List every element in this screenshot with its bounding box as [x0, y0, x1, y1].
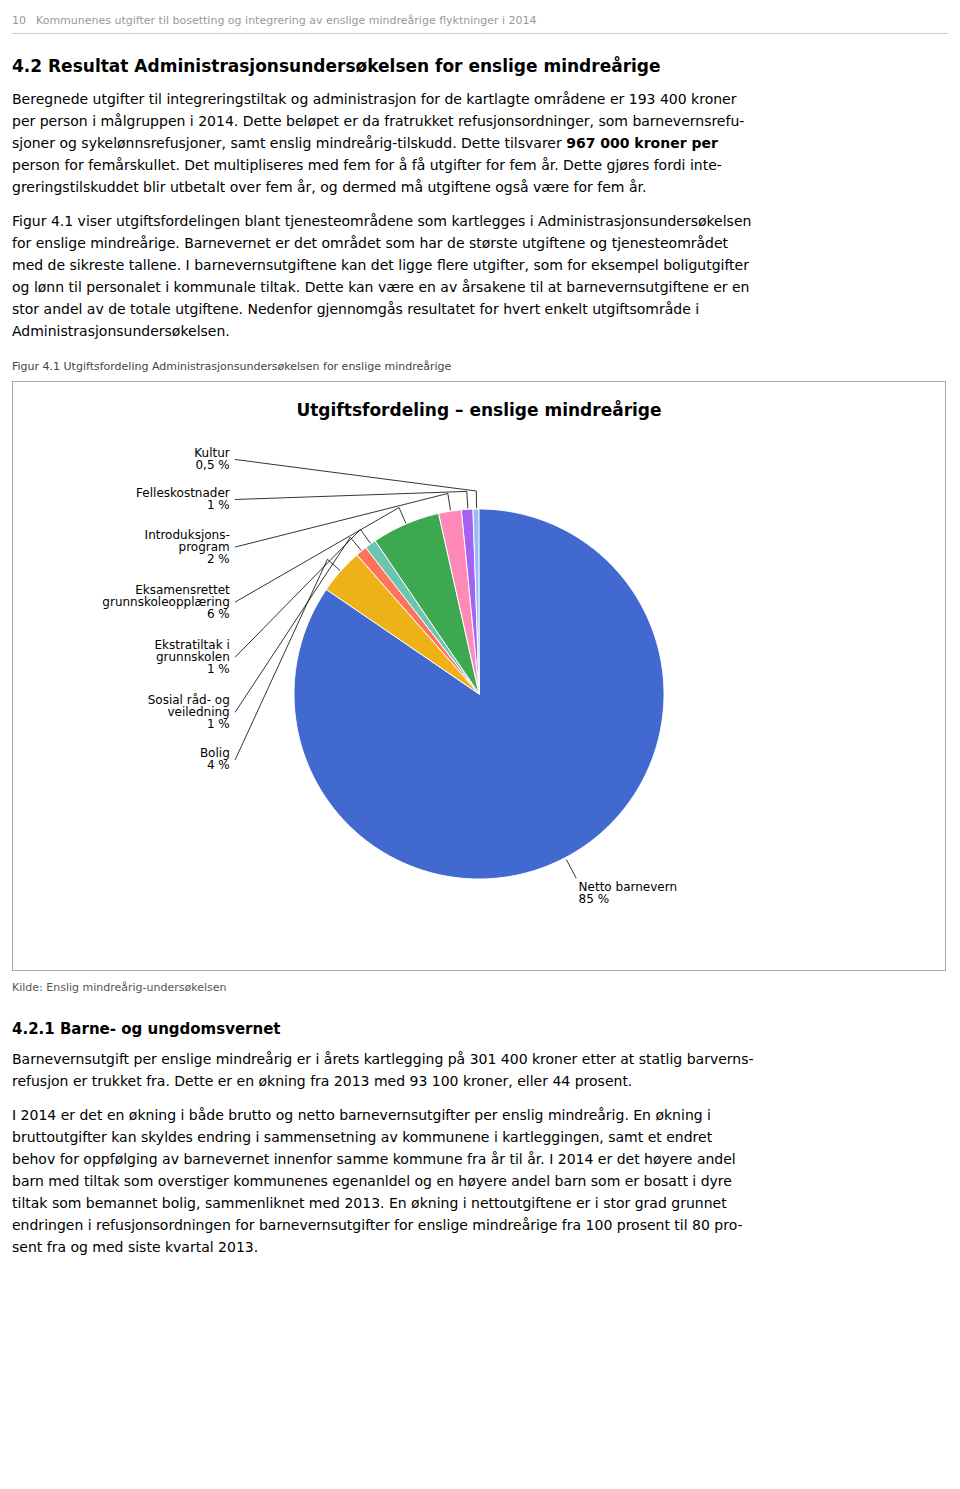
- html-text:4.2 Resultat Administrasjonsun: 4.2 Resultat Administrasjonsundersøkelse…: [12, 56, 661, 76]
- svg-text:Bolig4 %: Bolig4 %: [200, 746, 230, 772]
- html-text:per person i målgruppen i 2014: per person i målgruppen i 2014. Dette be…: [12, 113, 745, 129]
- html-text:med de sikreste tallene. I bar: med de sikreste tallene. I barnevernsutg…: [12, 257, 749, 273]
- svg-text:Felleskostnader1 %: Felleskostnader1 %: [136, 486, 230, 512]
- html-text:Kommunenes utgifter til bosett: Kommunenes utgifter til bosetting og int…: [36, 14, 537, 27]
- svg-text:Sosial råd- ogveiledning1 %: Sosial råd- ogveiledning1 %: [148, 693, 230, 731]
- svg-text:Introduksjons-program2 %: Introduksjons-program2 %: [145, 528, 230, 566]
- html-text:Administrasjonsundersøkelsen.: Administrasjonsundersøkelsen.: [12, 323, 230, 339]
- svg-text:Ekstratiltak igrunnskolen1 %: Ekstratiltak igrunnskolen1 %: [154, 638, 229, 676]
- html-text:Beregnede utgifter til integre: Beregnede utgifter til integreringstilta…: [12, 91, 737, 107]
- html-text:for enslige mindreårige. Barne: for enslige mindreårige. Barnevernet er …: [12, 235, 729, 251]
- html-text:sjoner og sykelønnsrefusjoner,: sjoner og sykelønnsrefusjoner, samt ensl…: [12, 135, 718, 151]
- html-text:Utgiftsfordeling – enslige min: Utgiftsfordeling – enslige mindreårige: [296, 400, 662, 420]
- html-text:Figur 4.1 viser utgiftsfordeli: Figur 4.1 viser utgiftsfordelingen blant…: [12, 213, 752, 229]
- html-text:refusjon er trukket fra. Dette: refusjon er trukket fra. Dette er en økn…: [12, 1073, 633, 1089]
- html-text:behov for oppfølging av barnev: behov for oppfølging av barnevernet inne…: [12, 1151, 736, 1167]
- html-text:10: 10: [12, 14, 26, 27]
- svg-text:Kultur0,5 %: Kultur0,5 %: [194, 446, 230, 472]
- html-text:Figur 4.1 Utgiftsfordeling Adm: Figur 4.1 Utgiftsfordeling Administrasjo…: [12, 360, 452, 373]
- html-text:Barnevernsutgift per enslige m: Barnevernsutgift per enslige mindreårig …: [12, 1051, 754, 1067]
- html-text:bruttoutgifter kan skyldes end: bruttoutgifter kan skyldes endring i sam…: [12, 1129, 713, 1145]
- svg-text:Eksamensrettetgrunnskoleopplær: Eksamensrettetgrunnskoleopplæring6 %: [102, 583, 230, 621]
- html-text:sent fra og med siste kvartal: sent fra og med siste kvartal 2013.: [12, 1239, 259, 1255]
- html-text:barn med tiltak som overstiger: barn med tiltak som overstiger kommunene…: [12, 1173, 732, 1189]
- html-text:Kilde: Enslig mindreårig-under: Kilde: Enslig mindreårig-undersøkelsen: [12, 981, 227, 994]
- html-text:endringen i refusjonsordningen: endringen i refusjonsordningen for barne…: [12, 1217, 743, 1233]
- html-text:og lønn til personalet i kommu: og lønn til personalet i kommunale tilta…: [12, 279, 750, 295]
- html-text:tiltak som bemannet bolig, sam: tiltak som bemannet bolig, sammenliknet …: [12, 1195, 727, 1211]
- html-text:person for femårskullet. Det m: person for femårskullet. Det multipliser…: [12, 157, 722, 173]
- html-text:greringstilskuddet blir utbeta: greringstilskuddet blir utbetalt over fe…: [12, 179, 647, 195]
- html-text:I 2014 er det en økning i både: I 2014 er det en økning i både brutto og…: [12, 1107, 711, 1123]
- html-text:4.2.1 Barne- og ungdomsvernet: 4.2.1 Barne- og ungdomsvernet: [12, 1020, 281, 1038]
- html-text:stor andel av de totale utgift: stor andel av de totale utgiftene. Neden…: [12, 301, 700, 317]
- svg-text:Netto barnevern85 %: Netto barnevern85 %: [579, 880, 677, 906]
